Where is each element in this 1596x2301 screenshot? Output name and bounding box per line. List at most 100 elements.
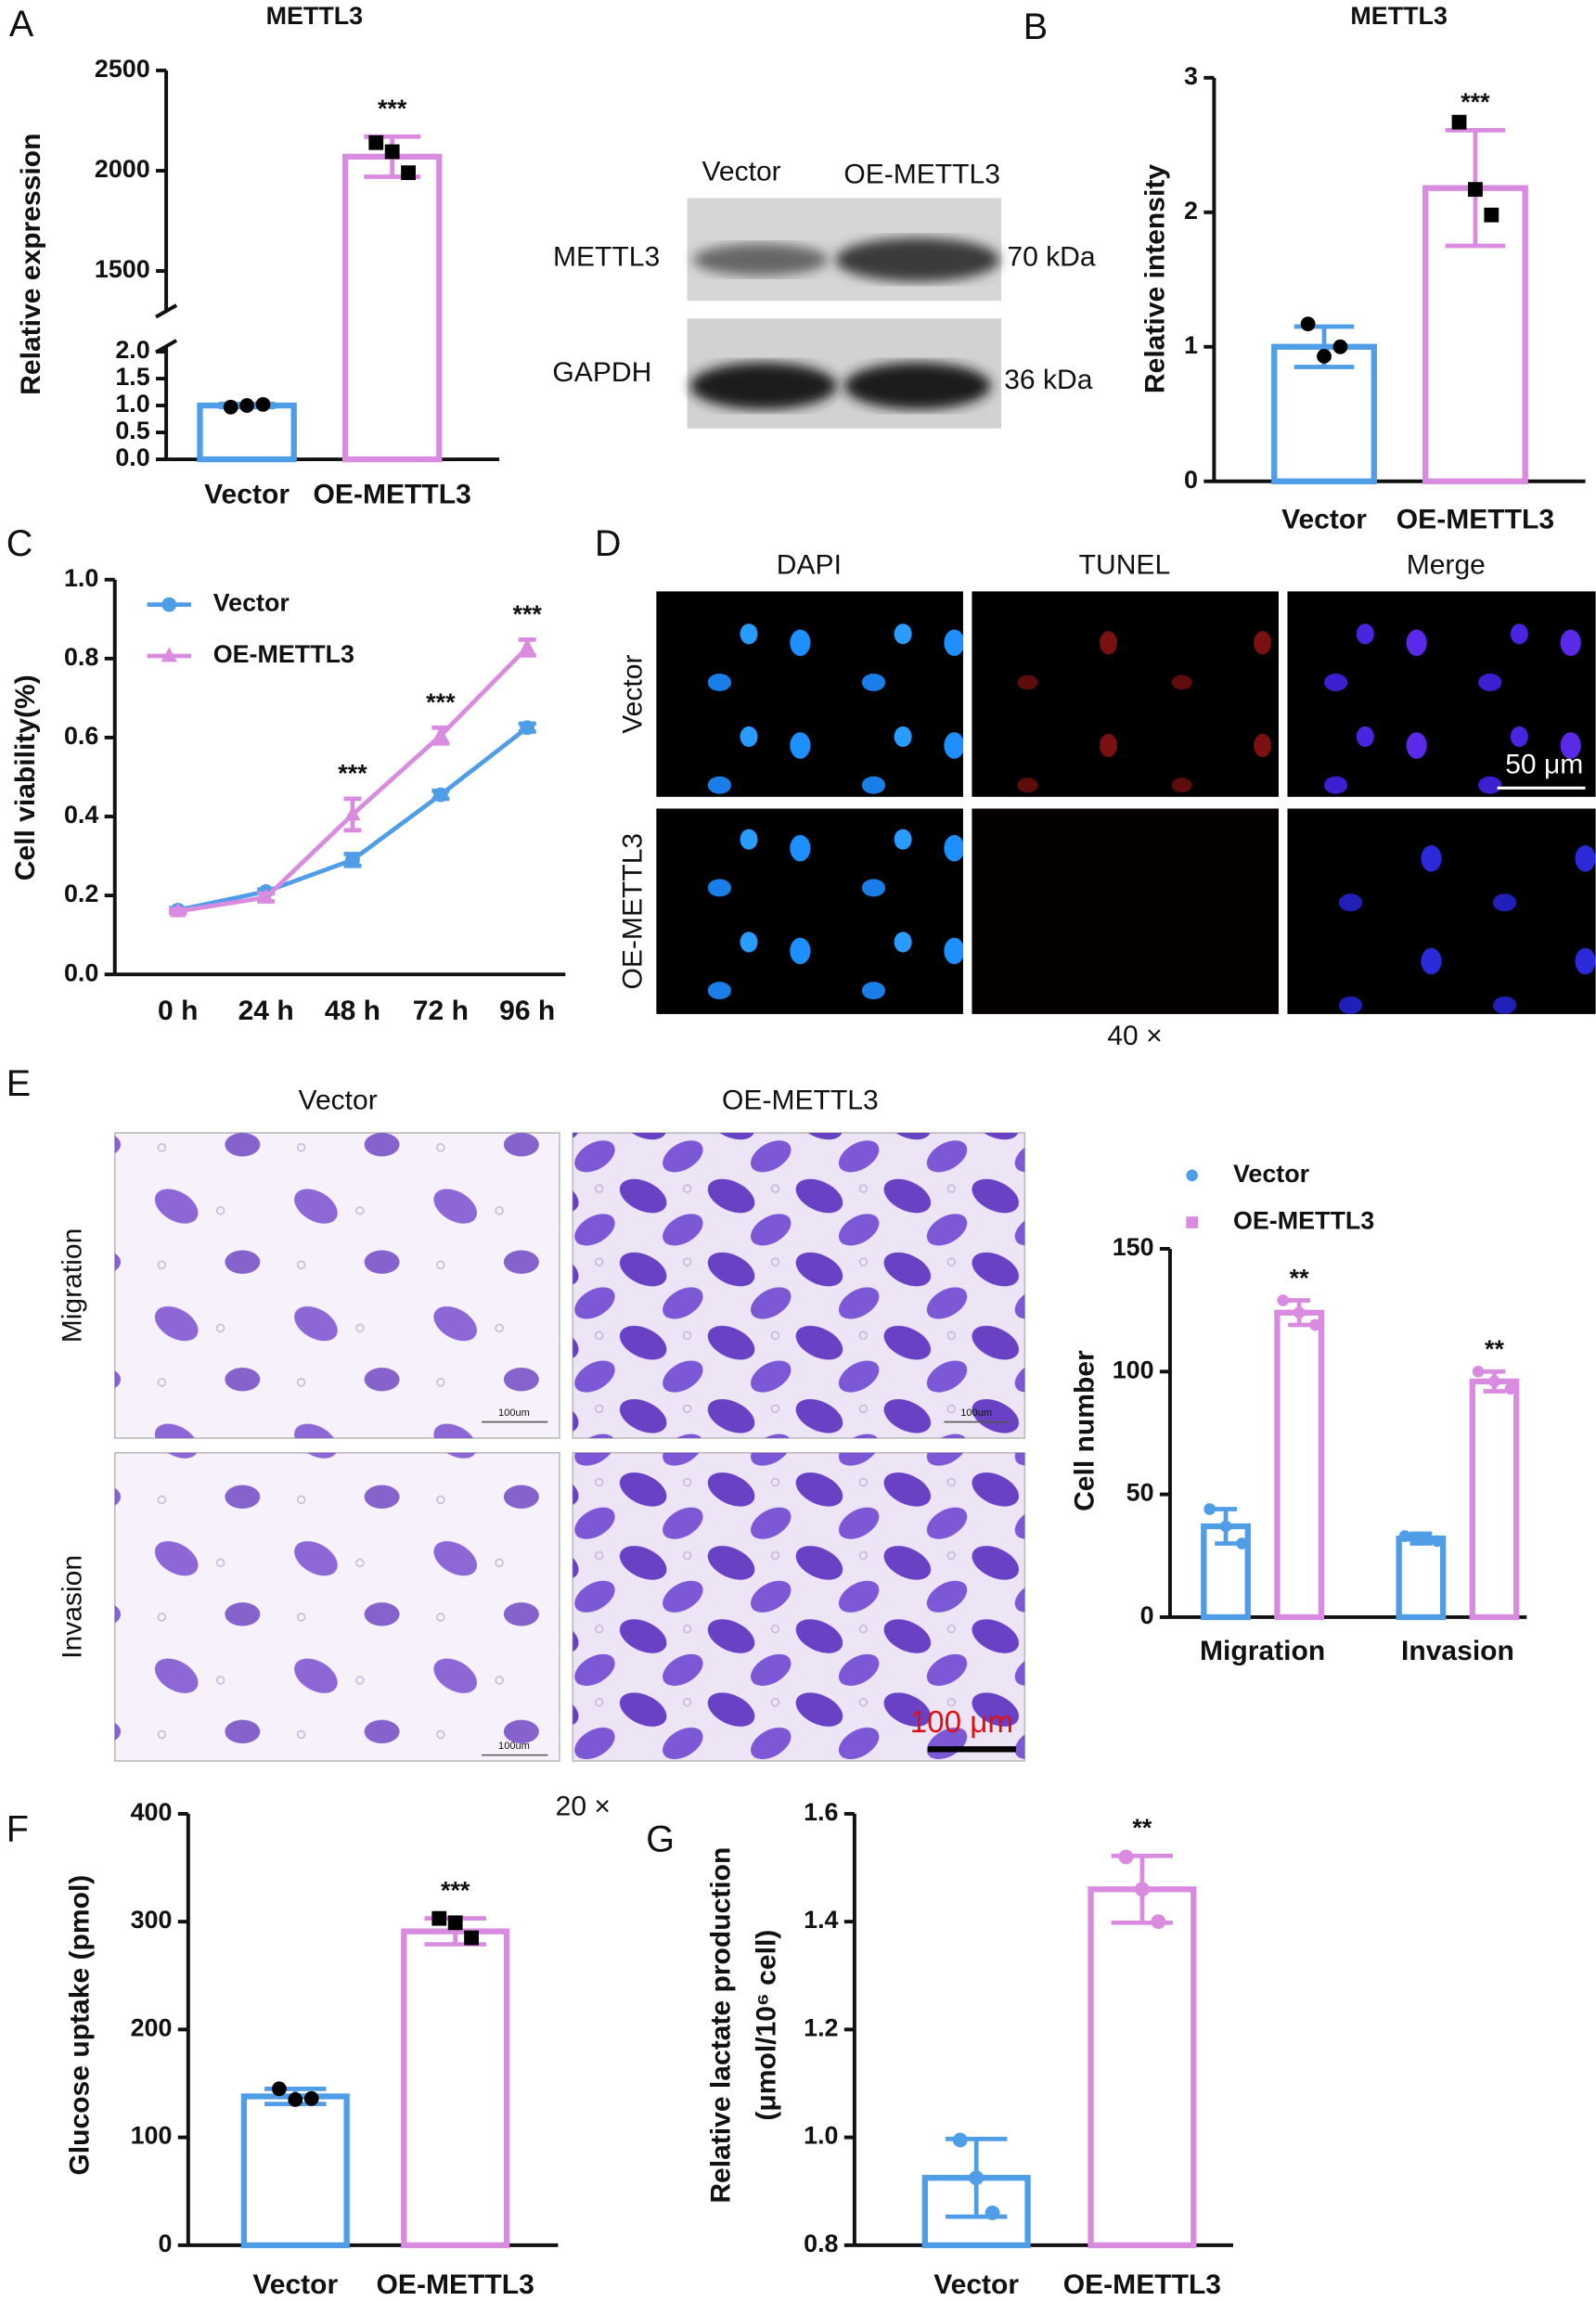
magnification: 40 × bbox=[1107, 1021, 1162, 1051]
micrograph bbox=[114, 1452, 560, 1761]
y-tick-label: 1.0 bbox=[64, 564, 98, 592]
column-label: TUNEL bbox=[1079, 549, 1171, 580]
blot-band bbox=[692, 243, 829, 276]
x-tick-label: OE-METTL3 bbox=[314, 480, 471, 510]
y-axis-label: Relative expression bbox=[16, 134, 46, 395]
column-label: Merge bbox=[1407, 549, 1486, 580]
row-label: OE-METTL3 bbox=[618, 833, 649, 990]
data-point bbox=[1317, 349, 1332, 364]
significance: *** bbox=[378, 95, 407, 122]
y-tick-label: 300 bbox=[131, 1906, 173, 1934]
size-label: 70 kDa bbox=[1007, 241, 1095, 272]
micrograph bbox=[1287, 808, 1596, 1014]
y-tick-label: 1.5 bbox=[115, 363, 149, 391]
data-point bbox=[1488, 1375, 1500, 1388]
size-label: 36 kDa bbox=[1004, 365, 1092, 395]
data-point bbox=[1398, 1530, 1411, 1542]
data-point bbox=[161, 647, 177, 662]
protein-label: METTL3 bbox=[553, 241, 660, 272]
y-tick-label: 0.6 bbox=[64, 722, 98, 750]
y-tick-label: 400 bbox=[131, 1798, 173, 1826]
data-point bbox=[255, 396, 271, 412]
axis-break bbox=[155, 303, 178, 319]
chart-title: METTL3 bbox=[266, 2, 364, 30]
y-axis-label: Relative intensity bbox=[1140, 164, 1171, 393]
data-point bbox=[464, 1930, 479, 1946]
data-point bbox=[432, 726, 449, 742]
magnification: 20 × bbox=[556, 1792, 611, 1822]
blot-band bbox=[843, 362, 991, 410]
scale-bar-label: 100um bbox=[498, 1408, 530, 1419]
legend-label: Vector bbox=[1233, 1160, 1310, 1188]
data-point bbox=[1309, 1318, 1321, 1331]
panel-label: A bbox=[9, 4, 34, 45]
panel-label: F bbox=[6, 1808, 29, 1849]
y-tick-label: 0.5 bbox=[115, 417, 149, 444]
data-point bbox=[344, 805, 361, 821]
x-tick-label: Invasion bbox=[1401, 1636, 1514, 1666]
significance: ** bbox=[1290, 1264, 1309, 1292]
y-tick-label: 2.0 bbox=[115, 336, 149, 364]
data-point bbox=[170, 902, 187, 918]
y-tick-label: 1500 bbox=[95, 255, 150, 283]
scale-bar-label: 100um bbox=[498, 1741, 530, 1752]
y-tick-label: 2500 bbox=[95, 55, 150, 83]
y-tick-label: 0.0 bbox=[64, 958, 98, 986]
data-point bbox=[1300, 316, 1316, 332]
scale-bar-label: 100um bbox=[960, 1408, 992, 1419]
bar bbox=[1088, 1886, 1197, 2249]
bar bbox=[197, 402, 297, 463]
lane-label: OE-METTL3 bbox=[843, 160, 1000, 190]
y-tick-label: 200 bbox=[131, 2013, 173, 2041]
y-tick-label: 1.4 bbox=[804, 1906, 838, 1934]
y-tick-label: 0.4 bbox=[64, 801, 98, 829]
panel-label: D bbox=[595, 523, 622, 564]
column-label: DAPI bbox=[777, 549, 842, 580]
bar bbox=[240, 2093, 350, 2249]
data-point bbox=[1134, 1882, 1150, 1897]
blot-band bbox=[835, 238, 1000, 282]
scale-bar-label: 50 μm bbox=[1505, 750, 1583, 780]
significance: ** bbox=[1485, 1335, 1504, 1363]
data-point bbox=[288, 2092, 303, 2107]
y-tick-label: 100 bbox=[1113, 1356, 1154, 1383]
micrograph bbox=[1287, 591, 1596, 797]
column-label: OE-METTL3 bbox=[722, 1086, 879, 1116]
x-tick-label: Vector bbox=[933, 2269, 1019, 2300]
significance: *** bbox=[426, 688, 456, 716]
data-point bbox=[1186, 1216, 1198, 1228]
y-tick-label: 0.2 bbox=[64, 880, 98, 907]
data-point bbox=[985, 2205, 1000, 2220]
data-point bbox=[239, 398, 255, 413]
bar bbox=[401, 1928, 510, 2249]
data-point bbox=[1236, 1537, 1248, 1549]
y-tick-label: 100 bbox=[131, 2122, 173, 2150]
y-tick-label: 1.6 bbox=[804, 1798, 838, 1826]
data-point bbox=[432, 787, 448, 803]
column-label: Vector bbox=[299, 1086, 378, 1116]
data-point bbox=[1415, 1532, 1427, 1545]
legend-label: OE-METTL3 bbox=[213, 640, 354, 668]
data-point bbox=[1293, 1306, 1306, 1319]
data-point bbox=[1203, 1503, 1216, 1515]
scale-bar-label: 100 μm bbox=[910, 1705, 1013, 1740]
y-tick-label: 1.0 bbox=[804, 2122, 838, 2150]
panel-label: C bbox=[6, 523, 33, 564]
data-point bbox=[952, 2132, 968, 2148]
data-point bbox=[1118, 1849, 1134, 1865]
data-point bbox=[431, 1910, 447, 1926]
y-tick-label: 0 bbox=[1140, 1601, 1154, 1629]
micrograph bbox=[972, 808, 1279, 1014]
micrograph bbox=[114, 1133, 560, 1438]
chart-title: METTL3 bbox=[1350, 2, 1448, 30]
legend-label: OE-METTL3 bbox=[1233, 1207, 1374, 1235]
data-point bbox=[1186, 1169, 1198, 1182]
legend-label: Vector bbox=[213, 589, 290, 617]
x-tick-label: Vector bbox=[1281, 504, 1367, 534]
x-tick-label: Vector bbox=[252, 2269, 338, 2300]
data-point bbox=[519, 638, 535, 654]
data-point bbox=[384, 144, 400, 160]
row-label: Invasion bbox=[57, 1555, 87, 1659]
micrograph bbox=[656, 591, 963, 797]
